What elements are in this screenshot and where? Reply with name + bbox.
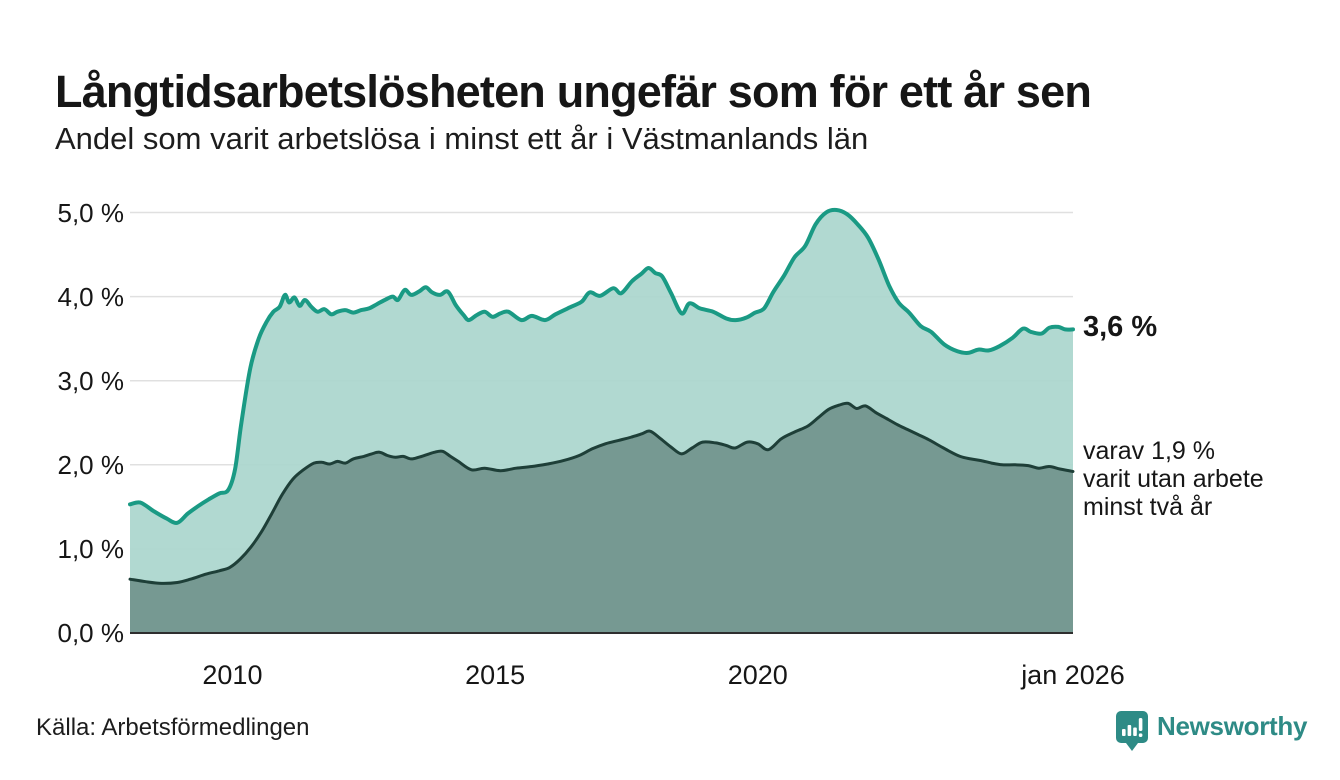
- newsworthy-bubble-chart-icon: [1115, 710, 1149, 757]
- x-tick-label-2020: 2020: [727, 660, 788, 690]
- y-tick-label-5: 5,0 %: [57, 197, 125, 228]
- series2-area-fill: [130, 403, 1073, 633]
- x-tick-label-jan2026: jan 2026: [1021, 660, 1125, 690]
- series2-annotation-line3: minst två år: [1083, 493, 1213, 521]
- series1-end-value-label: 3,6 %: [1083, 311, 1158, 343]
- y-tick-label-4: 4,0 %: [57, 281, 125, 312]
- newsworthy-wordmark: Newsworthy: [1157, 711, 1308, 741]
- series1-line: [128, 207, 1075, 525]
- y-tick-label-3: 3,0 %: [57, 365, 125, 396]
- series2-line: [128, 401, 1075, 585]
- y-tick-label-0: 0,0 %: [57, 618, 125, 648]
- series2-annotation-line2: varit utan arbete: [1083, 465, 1264, 493]
- page-title: Långtidsarbetslösheten ungefär som för e…: [55, 66, 1092, 118]
- series2-annotation-line1: varav 1,9 %: [1083, 437, 1216, 465]
- series2-end-annotation: varav 1,9 % varit utan arbete minst två …: [1083, 437, 1264, 521]
- x-tick-label-2010: 2010: [202, 660, 263, 690]
- y-tick-label-1: 1,0 %: [57, 533, 125, 564]
- page-subtitle: Andel som varit arbetslösa i minst ett å…: [55, 121, 869, 156]
- x-tick-label-2015: 2015: [465, 660, 526, 690]
- newsworthy-logo: Newsworthy: [1115, 710, 1307, 757]
- source-credit: Källa: Arbetsförmedlingen: [36, 714, 310, 741]
- y-tick-label-2: 2,0 %: [57, 449, 125, 480]
